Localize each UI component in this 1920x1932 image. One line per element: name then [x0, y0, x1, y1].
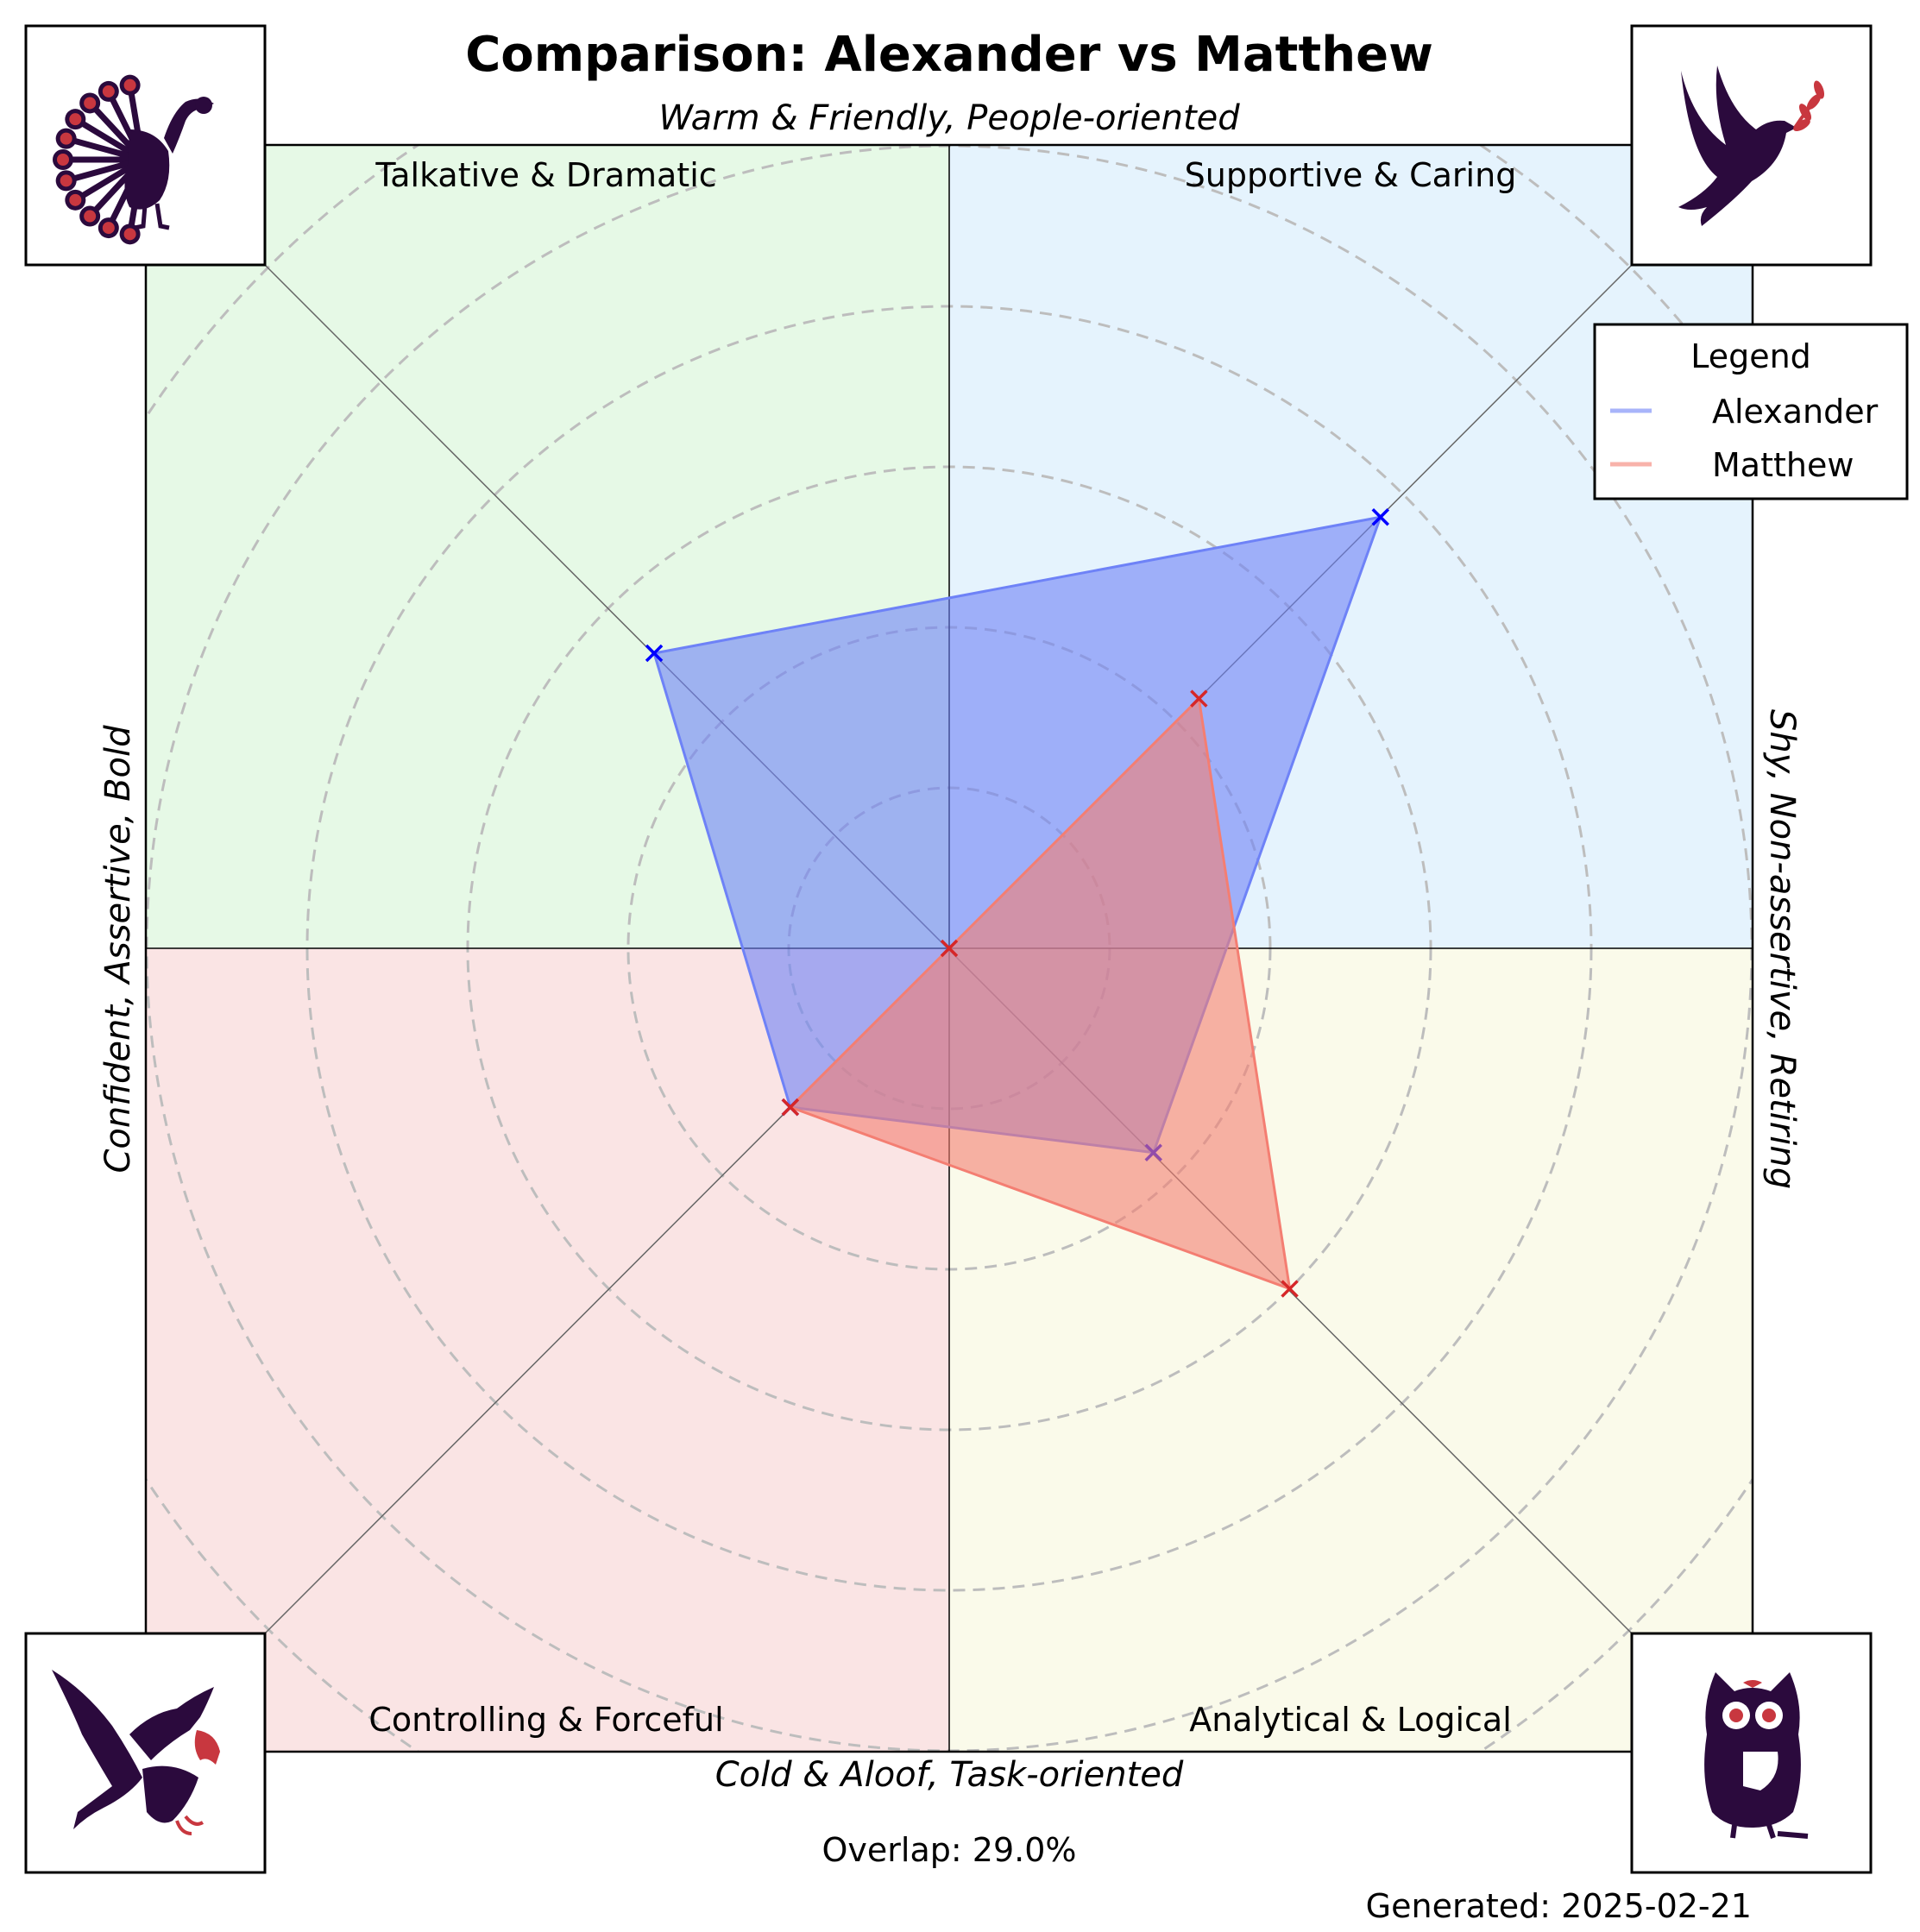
legend: Legend Alexander Matthew	[1593, 323, 1909, 500]
chart-title: Comparison: Alexander vs Matthew	[465, 27, 1433, 83]
data-point-matthew-bottom-left	[781, 1098, 800, 1117]
data-point-alexander-top-left	[645, 644, 664, 663]
data-point-matthew-top-left	[940, 939, 959, 958]
quadrant-labels: Talkative & Dramatic Supportive & Caring…	[368, 156, 1516, 1739]
quadrant-label-top-right: Supportive & Caring	[1185, 156, 1517, 194]
axis-label-right: Shy, Non-assertive, Retiring	[1762, 709, 1802, 1189]
axis-label-bottom: Cold & Aloof, Task-oriented	[715, 1755, 1184, 1795]
icon-box-bottom-left	[24, 1632, 267, 1874]
axis-label-left: Confident, Assertive, Bold	[98, 725, 138, 1174]
generated-text: Generated: 2025-02-21	[1366, 1887, 1752, 1925]
owl-icon	[1704, 1672, 1809, 1839]
eagle-icon	[52, 1670, 220, 1835]
data-point-matthew-top-right	[1190, 689, 1208, 708]
dove-icon	[1678, 66, 1825, 226]
quadrant-label-top-left: Talkative & Dramatic	[375, 156, 716, 194]
legend-label-alexander: Alexander	[1712, 393, 1879, 431]
plot-border	[144, 143, 1754, 1753]
icon-box-bottom-right	[1630, 1632, 1873, 1874]
data-point-matthew-bottom-right	[1281, 1280, 1299, 1298]
icon-box-top-left	[24, 24, 267, 267]
peacock-icon	[53, 74, 214, 245]
legend-title: Legend	[1690, 337, 1811, 375]
overlap-text: Overlap: 29.0%	[822, 1831, 1077, 1869]
icon-box-top-right	[1630, 24, 1873, 267]
series-layer	[645, 507, 1390, 1298]
axis-label-top: Warm & Friendly, People-oriented	[658, 98, 1240, 138]
quadrant-label-bottom-right: Analytical & Logical	[1189, 1701, 1512, 1739]
data-point-alexander-top-right	[1371, 507, 1390, 526]
quadrant-label-bottom-left: Controlling & Forceful	[368, 1701, 723, 1739]
series-matthew	[781, 689, 1299, 1298]
legend-label-matthew: Matthew	[1712, 446, 1854, 484]
